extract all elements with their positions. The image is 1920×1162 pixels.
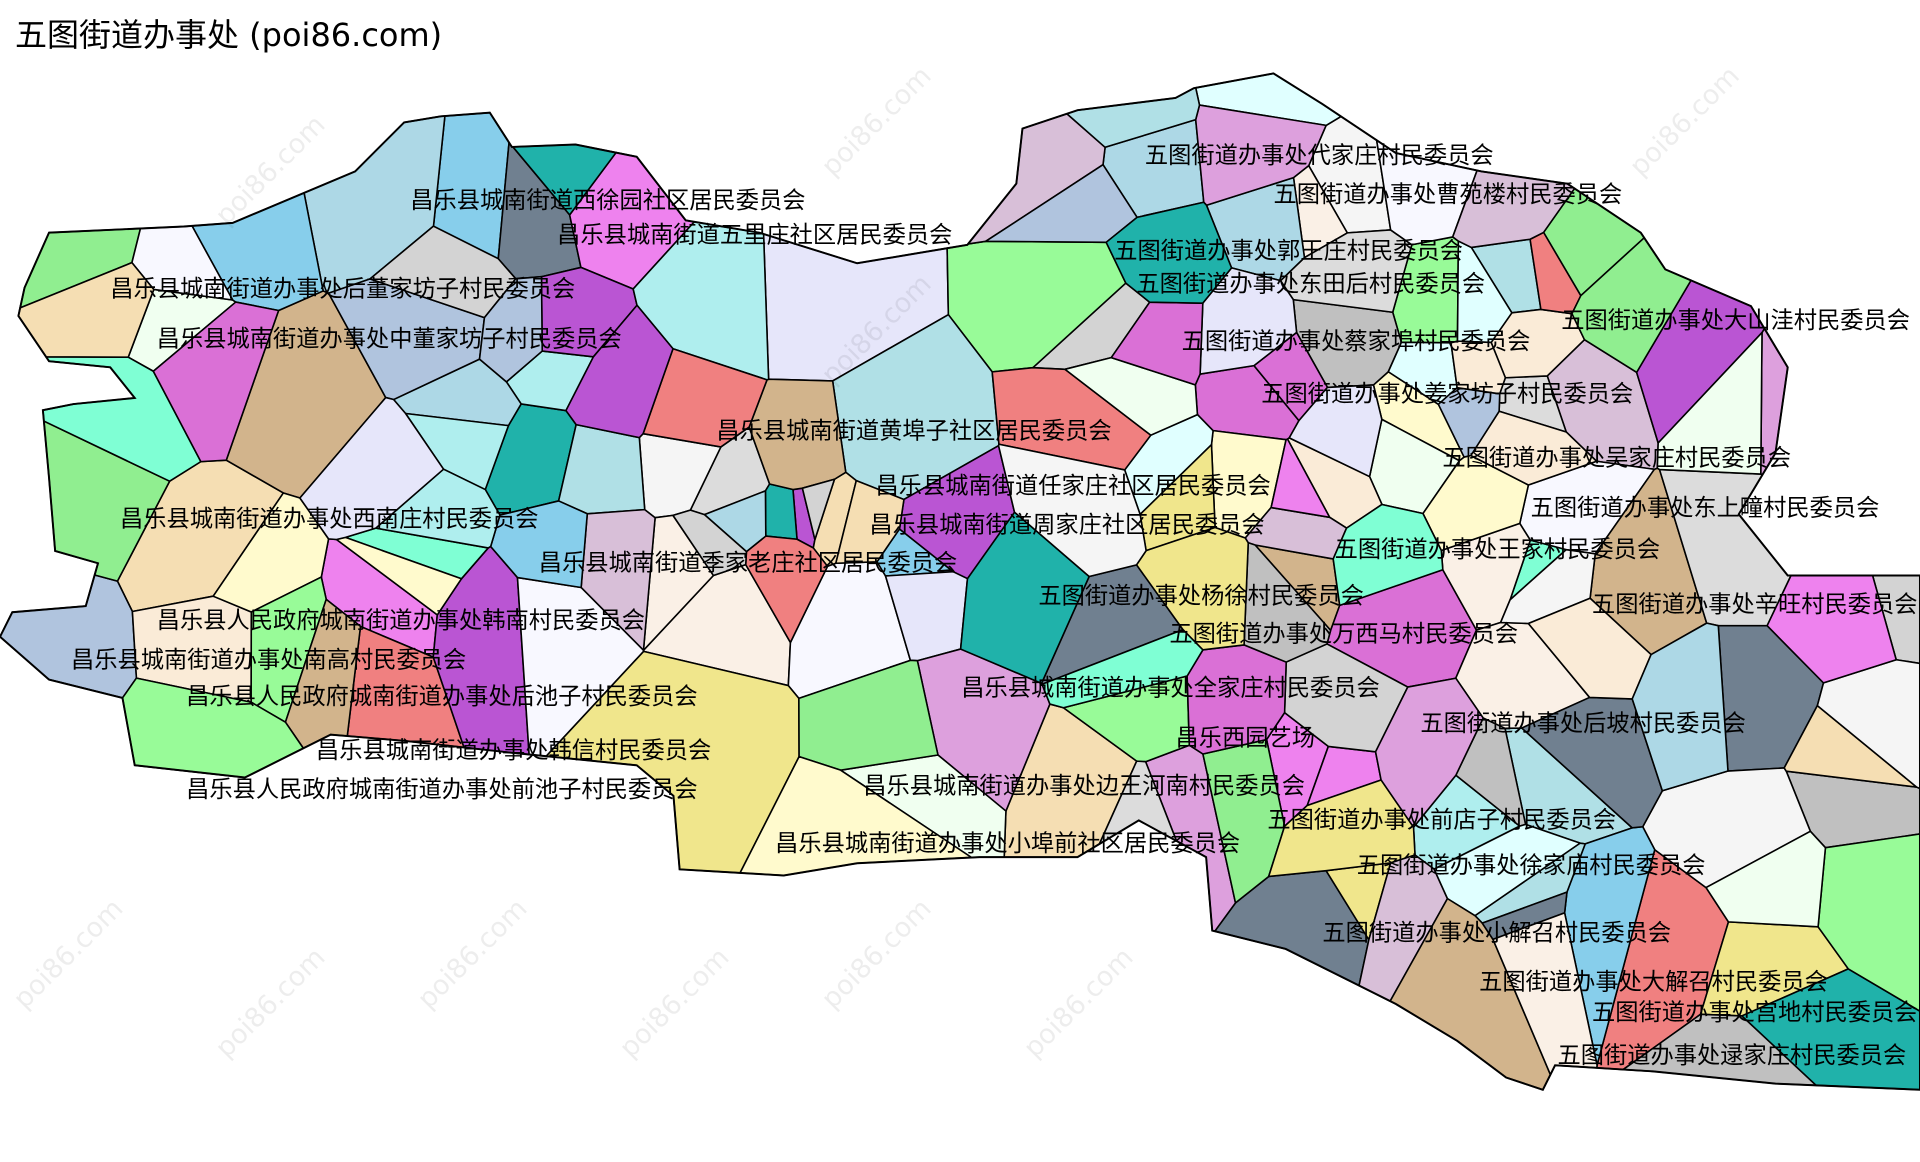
village-region bbox=[0, 574, 138, 699]
region-label: 昌乐县城南街道办事处西南庄村民委员会 bbox=[120, 506, 539, 533]
region-label: 五图街道办事处东上疃村民委员会 bbox=[1531, 494, 1880, 521]
region-label: 昌乐县城南街道西徐园社区居民委员会 bbox=[410, 187, 805, 214]
region-label: 五图街道办事处大山洼村民委员会 bbox=[1561, 307, 1910, 334]
region-label: 昌乐县城南街道办事处后董家坊子村民委员会 bbox=[110, 275, 575, 302]
village-region bbox=[835, 479, 905, 565]
region-label: 昌乐县城南街道办事处中董家坊子村民委员会 bbox=[157, 326, 622, 353]
region-label: 五图街道办事处郭王庄村民委员会 bbox=[1114, 237, 1463, 264]
village-region bbox=[1288, 384, 1383, 478]
region-label: 昌乐县城南街道黄埠子社区居民委员会 bbox=[716, 417, 1111, 444]
region-label: 五图街道办事处杨徐村民委员会 bbox=[1038, 583, 1364, 610]
region-label: 昌乐县人民政府城南街道办事处前池子村民委员会 bbox=[186, 776, 698, 803]
region-label: 昌乐县人民政府城南街道办事处后池子村民委员会 bbox=[186, 683, 698, 710]
region-label: 昌乐县城南街道办事处全家庄村民委员会 bbox=[961, 674, 1380, 701]
village-region bbox=[1631, 622, 1729, 792]
village-region bbox=[1105, 201, 1233, 304]
map-title: 五图街道办事处 (poi86.com) bbox=[15, 16, 443, 54]
region-label: 昌乐县城南街道任家庄社区居民委员会 bbox=[876, 472, 1271, 499]
village-region bbox=[1527, 597, 1652, 700]
watermark-text: poi86.com bbox=[614, 942, 736, 1064]
region-label: 五图街道办事处吴家庄村民委员会 bbox=[1442, 444, 1791, 471]
village-region bbox=[299, 396, 445, 541]
region-label: 五图街道办事处曹苑楼村民委员会 bbox=[1273, 181, 1622, 208]
region-labels: 昌乐县城南街道西徐园社区居民委员会昌乐县城南街道五里庄社区居民委员会昌乐县城南街… bbox=[71, 142, 1918, 1069]
village-region bbox=[1705, 830, 1827, 928]
village-region bbox=[997, 443, 1147, 578]
region-label: 昌乐县城南街道季家老庄社区居民委员会 bbox=[539, 550, 958, 577]
region-label: 昌乐县城南街道办事处小埠前社区居民委员会 bbox=[775, 830, 1240, 857]
region-label: 昌乐县人民政府城南街道办事处韩南村民委员会 bbox=[157, 607, 645, 634]
region-label: 昌乐县城南街道五里庄社区居民委员会 bbox=[557, 221, 952, 248]
boundary-outline bbox=[0, 72, 1920, 1091]
region-label: 昌乐西园艺场 bbox=[1176, 725, 1316, 752]
region-label: 昌乐县城南街道周家庄社区居民委员会 bbox=[869, 512, 1264, 539]
region-label: 五图街道办事处逯家庄村民委员会 bbox=[1558, 1042, 1907, 1069]
village-region bbox=[1529, 231, 1582, 315]
village-region bbox=[672, 509, 748, 577]
village-region bbox=[764, 483, 798, 541]
region-label: 昌乐县城南街道办事处南高村民委员会 bbox=[71, 646, 466, 673]
village-region bbox=[1450, 340, 1507, 395]
village-region bbox=[1332, 503, 1444, 607]
region-label: 五图街道办事处后坡村民委员会 bbox=[1420, 710, 1746, 737]
region-label: 五图街道办事处代家庄村民委员会 bbox=[1145, 142, 1494, 169]
village-region bbox=[1270, 438, 1331, 519]
village-region bbox=[152, 301, 280, 463]
village-region bbox=[1135, 526, 1250, 651]
region-label: 五图街道办事处大解召村民委员会 bbox=[1479, 968, 1828, 995]
village-region bbox=[1656, 331, 1763, 475]
region-label: 五图街道办事处小解召村民委员会 bbox=[1322, 919, 1671, 946]
region-label: 五图街道办事处万西马村民委员会 bbox=[1169, 621, 1518, 648]
village-region bbox=[1110, 301, 1204, 386]
region-label: 昌乐县城南街道办事处韩信村民委员会 bbox=[316, 737, 711, 764]
region-label: 五图街道办事处姜家坊子村民委员会 bbox=[1261, 381, 1633, 408]
region-polygons bbox=[0, 72, 1920, 1091]
watermark-text: poi86.com bbox=[1624, 60, 1746, 182]
region-label: 五图街道办事处东田后村民委员会 bbox=[1136, 270, 1485, 297]
village-region bbox=[565, 304, 674, 439]
region-label: 五图街道办事处蔡家埠村民委员会 bbox=[1182, 328, 1531, 355]
region-label: 五图街道办事处前店子村民委员会 bbox=[1267, 807, 1616, 834]
watermark-text: poi86.com bbox=[210, 942, 332, 1064]
village-region bbox=[801, 478, 836, 541]
region-label: 五图街道办事处徐家庙村民委员会 bbox=[1357, 852, 1706, 879]
watermark-text: poi86.com bbox=[816, 893, 938, 1015]
watermark-text: poi86.com bbox=[8, 893, 130, 1015]
village-region bbox=[1374, 677, 1485, 829]
village-region bbox=[478, 275, 544, 383]
watermark-text: poi86.com bbox=[1018, 942, 1140, 1064]
watermark-text: poi86.com bbox=[816, 60, 938, 182]
region-label: 昌乐县城南街道办事处边王河南村民委员会 bbox=[863, 772, 1305, 799]
watermark-text: poi86.com bbox=[412, 893, 534, 1015]
region-label: 五图街道办事处王家村民委员会 bbox=[1335, 536, 1661, 563]
region-label: 五图街道办事处宫地村民委员会 bbox=[1592, 999, 1918, 1026]
region-label: 五图街道办事处辛旺村民委员会 bbox=[1592, 591, 1918, 618]
